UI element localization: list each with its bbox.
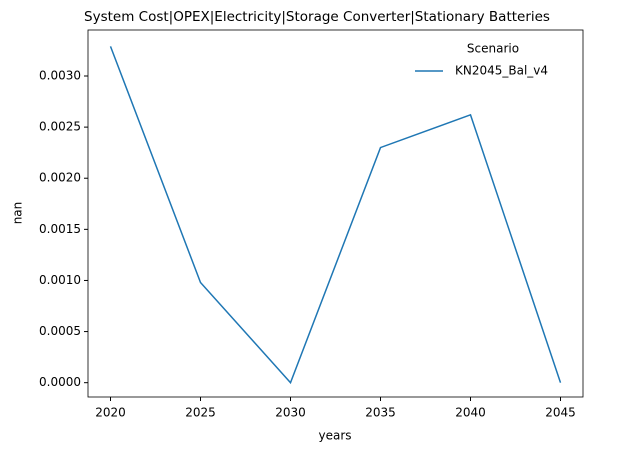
x-tick-label: 2045 <box>545 406 576 420</box>
legend-label: KN2045_Bal_v4 <box>455 64 548 78</box>
y-tick-label: 0.0015 <box>39 222 81 236</box>
x-tick-label: 2025 <box>185 406 216 420</box>
legend-title: Scenario <box>467 42 519 56</box>
y-tick-label: 0.0020 <box>39 171 81 185</box>
y-tick-label: 0.0025 <box>39 120 81 134</box>
x-tick-label: 2035 <box>365 406 396 420</box>
y-axis-label: nan <box>11 202 25 225</box>
x-tick-label: 2040 <box>455 406 486 420</box>
y-tick-label: 0.0005 <box>39 324 81 338</box>
y-tick-label: 0.0010 <box>39 273 81 287</box>
chart-title: System Cost|OPEX|Electricity|Storage Con… <box>84 9 550 25</box>
line-series <box>109 46 562 385</box>
x-tick-label: 2020 <box>95 406 126 420</box>
y-tick-label: 0.0000 <box>39 375 81 389</box>
plot-frame <box>87 29 584 398</box>
x-axis-label: years <box>318 429 351 443</box>
x-tick-label: 2030 <box>275 406 306 420</box>
y-tick-label: 0.0030 <box>39 69 81 83</box>
